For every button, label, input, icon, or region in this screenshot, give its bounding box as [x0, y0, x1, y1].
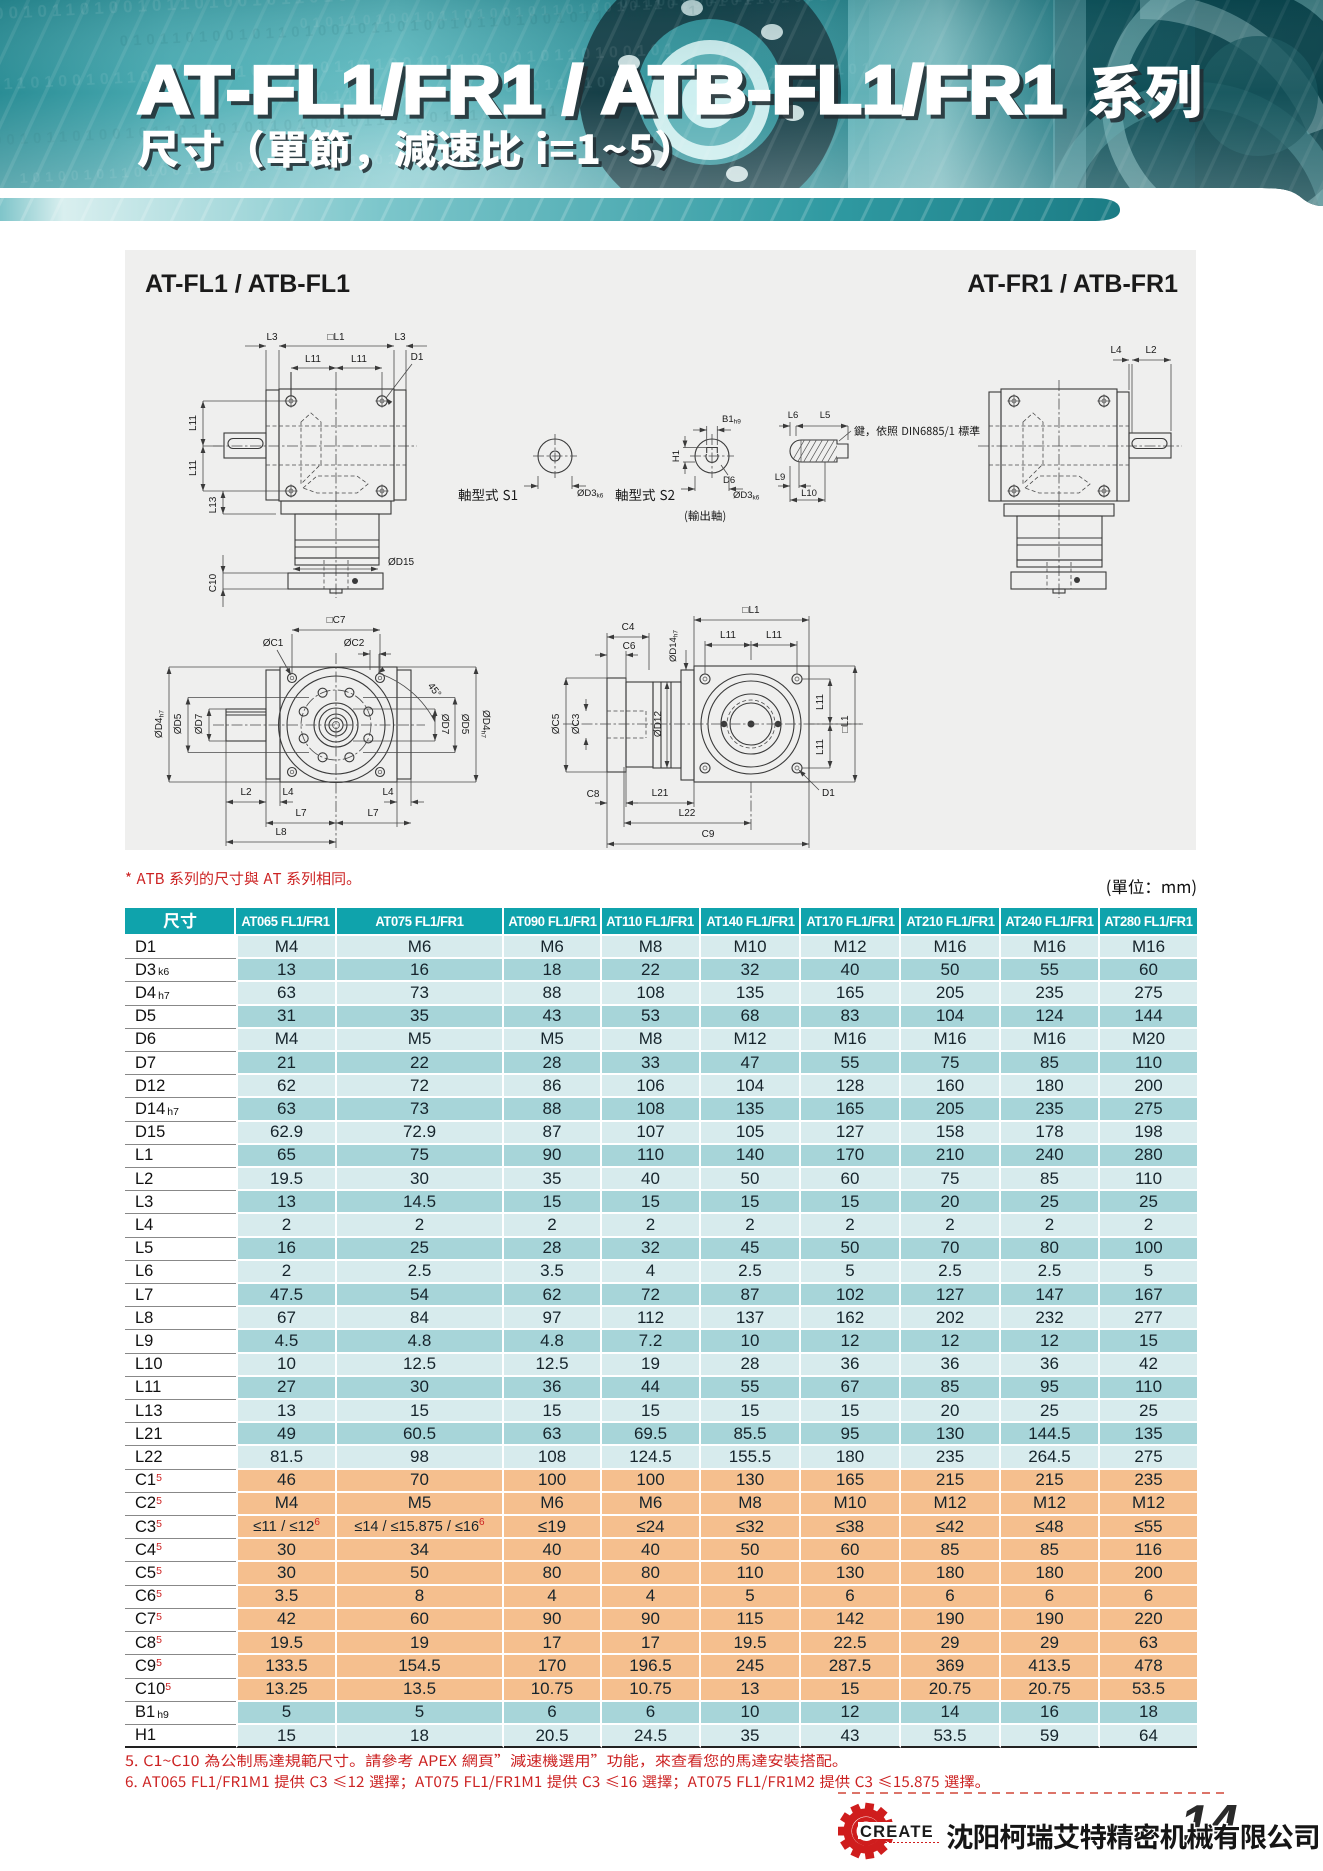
- svg-text:ØD4h7: ØD4h7: [154, 710, 166, 738]
- svg-text:ØD4h7: ØD4h7: [480, 710, 492, 738]
- svg-text:L10: L10: [801, 488, 817, 499]
- svg-text:L3: L3: [266, 332, 278, 343]
- svg-text:□C7: □C7: [327, 615, 346, 626]
- svg-text:L11: L11: [188, 415, 199, 431]
- svg-text:ØD7: ØD7: [439, 714, 450, 735]
- svg-text:L11: L11: [351, 354, 367, 365]
- svg-text:H1: H1: [671, 450, 682, 462]
- svg-text:L13: L13: [208, 496, 219, 513]
- svg-text:□L1: □L1: [742, 605, 760, 616]
- svg-text:ØC2: ØC2: [344, 638, 365, 649]
- svg-text:ØC5: ØC5: [551, 713, 562, 734]
- svg-text:L4: L4: [1110, 345, 1122, 356]
- svg-text:ØD7: ØD7: [194, 713, 205, 734]
- svg-text:ØD14h7: ØD14h7: [668, 630, 680, 662]
- svg-text:L22: L22: [679, 808, 696, 819]
- svg-text:ØD5: ØD5: [459, 714, 470, 735]
- svg-text:C10: C10: [208, 573, 219, 592]
- svg-text:L11: L11: [766, 630, 782, 641]
- svg-text:L8: L8: [275, 827, 287, 838]
- svg-text:ØD3k6: ØD3k6: [733, 490, 760, 502]
- svg-text:L4: L4: [282, 787, 294, 798]
- svg-text:CREATE: CREATE: [860, 1823, 934, 1841]
- svg-text:L11: L11: [305, 354, 321, 365]
- svg-text:ØC3: ØC3: [571, 713, 582, 734]
- svg-text:D1: D1: [411, 352, 424, 363]
- svg-text:14: 14: [1180, 1795, 1238, 1853]
- svg-text:C9: C9: [702, 829, 715, 840]
- svg-text:L11: L11: [720, 630, 736, 641]
- svg-text:C4: C4: [622, 622, 635, 633]
- svg-text:L11: L11: [188, 460, 199, 476]
- svg-text:C6: C6: [623, 641, 636, 652]
- svg-text:L2: L2: [240, 787, 252, 798]
- svg-text:B1h9: B1h9: [722, 414, 741, 426]
- svg-text:L2: L2: [1145, 345, 1157, 356]
- svg-text:D1: D1: [822, 788, 835, 799]
- svg-text:L7: L7: [367, 808, 379, 819]
- svg-text:L9: L9: [775, 472, 786, 483]
- svg-text:□L1: □L1: [840, 715, 851, 733]
- svg-text:L4: L4: [382, 787, 394, 798]
- svg-text:ØC1: ØC1: [263, 638, 284, 649]
- svg-text:ØD12: ØD12: [653, 711, 664, 738]
- svg-text:L6: L6: [788, 410, 799, 421]
- svg-text:C8: C8: [587, 789, 600, 800]
- svg-text:AT-FL1/FR1 / ATB-FL1/FR1: AT-FL1/FR1 / ATB-FL1/FR1: [137, 52, 1063, 128]
- svg-text:L11: L11: [815, 694, 826, 710]
- svg-text:ØD3k6: ØD3k6: [577, 488, 604, 500]
- svg-text:L21: L21: [652, 788, 669, 799]
- svg-text:ØD5: ØD5: [173, 713, 184, 734]
- svg-text:L11: L11: [815, 739, 826, 755]
- svg-text:AT-FL1/FR1 / ATB-FL1/FR1: AT-FL1/FR1 / ATB-FL1/FR1: [141, 56, 1067, 132]
- svg-text:ØD15: ØD15: [388, 557, 415, 568]
- svg-text:□L1: □L1: [327, 332, 345, 343]
- svg-text:L5: L5: [820, 410, 831, 421]
- svg-text:L3: L3: [394, 332, 406, 343]
- svg-text:L7: L7: [295, 808, 307, 819]
- svg-text:45°: 45°: [425, 681, 443, 700]
